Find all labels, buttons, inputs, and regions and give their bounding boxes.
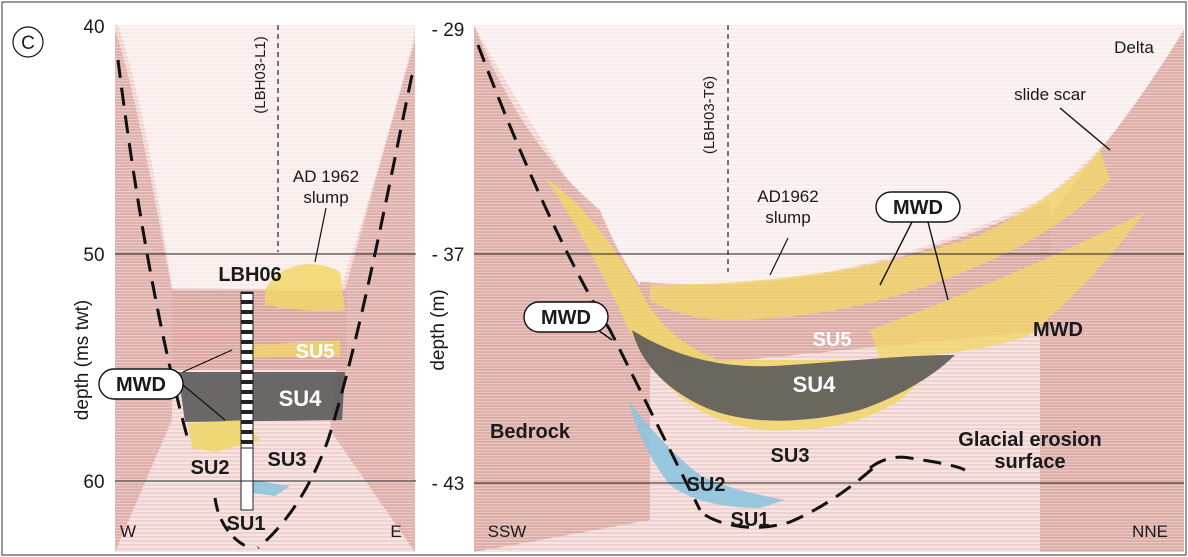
right-slump-label-2: slump: [765, 208, 810, 227]
right-su1-label: SU1: [731, 509, 770, 531]
right-glacial-erosion-line: [869, 455, 966, 472]
left-su4-label: SU4: [279, 386, 323, 411]
left-mwd-leader-1: [182, 349, 233, 373]
right-mwd-label-left: MWD: [541, 307, 591, 329]
left-bedrock-base: [213, 497, 251, 550]
left-profile: [115, 25, 415, 552]
right-su2-label: SU2: [687, 474, 726, 496]
left-su4-grey: [178, 372, 345, 422]
left-slump-label-2: slump: [303, 188, 348, 207]
left-tick-50: 50: [83, 245, 104, 266]
slide-scar-leader: [1059, 107, 1111, 151]
right-delta: [1040, 30, 1184, 552]
right-mwd-lower: [870, 212, 1145, 360]
left-mwd-label: MWD: [116, 374, 166, 396]
slide-scar-label: slide scar: [1014, 85, 1086, 104]
glacial-label-2: surface: [994, 451, 1065, 473]
right-mwd-label-upper: MWD: [893, 197, 943, 219]
left-mwd-leader-2: [182, 384, 226, 421]
left-water-column: [115, 25, 415, 290]
right-slump-label-1: AD1962: [757, 187, 818, 206]
slump-leader: [769, 237, 789, 276]
nne-label: NNE: [1132, 522, 1168, 541]
left-bedrock-east: [257, 74, 414, 550]
panel-letter-circle: [12, 26, 44, 58]
right-water-column: [474, 25, 1184, 286]
left-su5-label: SU5: [296, 341, 335, 363]
left-su1-label: SU1: [227, 513, 266, 535]
left-east-label: E: [390, 522, 401, 541]
bedrock-label: Bedrock: [490, 421, 571, 443]
right-mwd-label-plain: MWD: [1033, 319, 1083, 341]
panel-divider: [416, 25, 474, 552]
left-west-flank: [115, 30, 172, 552]
right-mwd-box-upper: [875, 191, 961, 223]
left-su5-yellow: [250, 340, 340, 358]
left-borehole-lower: [240, 447, 254, 511]
left-west-label: W: [120, 522, 136, 541]
right-core-label: (LBH03-T6): [701, 76, 718, 154]
left-bedrock-west: [116, 59, 190, 441]
left-slump: [265, 264, 345, 311]
left-mwd-box: [98, 368, 184, 400]
right-su5-label: SU5: [813, 329, 852, 351]
left-tick-60: 60: [83, 472, 104, 493]
left-slump-label-1: AD 1962: [293, 167, 359, 186]
right-su2-blue: [628, 400, 785, 508]
delta-label: Delta: [1114, 38, 1154, 57]
right-south-flank: [474, 25, 650, 552]
left-borehole-label: LBH06: [218, 264, 281, 286]
right-bedrock-base: [704, 460, 882, 529]
right-tick-37: - 37: [432, 245, 465, 266]
left-slump-leader: [314, 207, 327, 263]
left-axis-label: depth (ms twt): [72, 300, 93, 420]
glacial-label-1: Glacial erosion: [958, 429, 1101, 451]
right-axis-label: depth (m): [428, 289, 449, 370]
panel-letter: C: [21, 33, 35, 54]
right-tick-29: - 29: [432, 20, 465, 41]
right-su4-grey: [632, 330, 955, 421]
right-bedrock-line: [476, 44, 702, 511]
right-su4-label: SU4: [793, 372, 837, 397]
right-mwd-upper: [650, 150, 1110, 320]
right-tick-43: - 43: [432, 474, 465, 495]
ssw-label: SSW: [488, 522, 527, 541]
left-core-label: (LBH03-L1): [252, 36, 269, 114]
right-mwd-box-left: [523, 301, 609, 333]
right-profile: [474, 25, 1184, 552]
left-su3-label: SU3: [268, 449, 307, 471]
mwd-leader-right: [927, 221, 949, 301]
left-tick-40: 40: [83, 17, 104, 38]
left-su2-label: SU2: [191, 457, 230, 479]
right-su3-label: SU3: [771, 445, 810, 467]
